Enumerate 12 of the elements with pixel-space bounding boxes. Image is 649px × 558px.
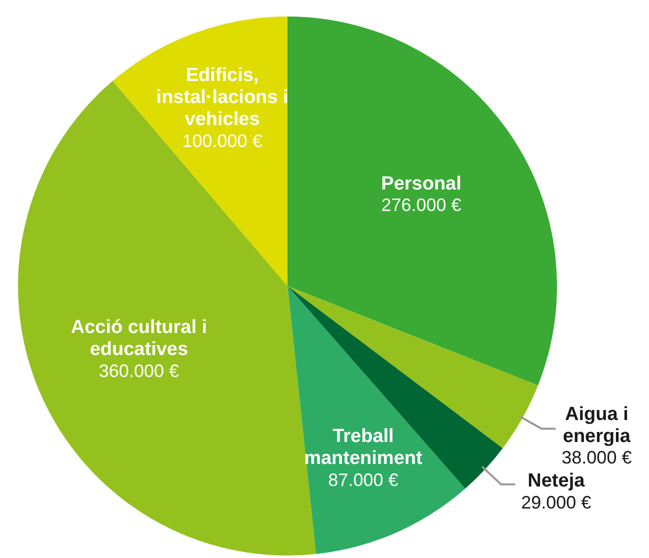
data-label: 87.000 €	[328, 470, 398, 490]
slice-label: Neteja	[528, 470, 586, 492]
slice-label: Aigua i energia	[562, 404, 631, 448]
slice-label: Edificis, instal·lacions i vehicles	[156, 65, 288, 130]
slice-label: Personal	[381, 173, 462, 194]
data-label: 100.000 €	[182, 130, 262, 151]
data-label: 276.000 €	[381, 195, 462, 216]
data-label: 29.000 €	[521, 492, 592, 512]
data-label: 38.000 €	[562, 448, 632, 468]
slice-label: Treball manteniment	[304, 426, 424, 470]
data-label: 360.000 €	[98, 360, 179, 381]
slice-label: Acció cultural i educatives	[70, 317, 208, 360]
